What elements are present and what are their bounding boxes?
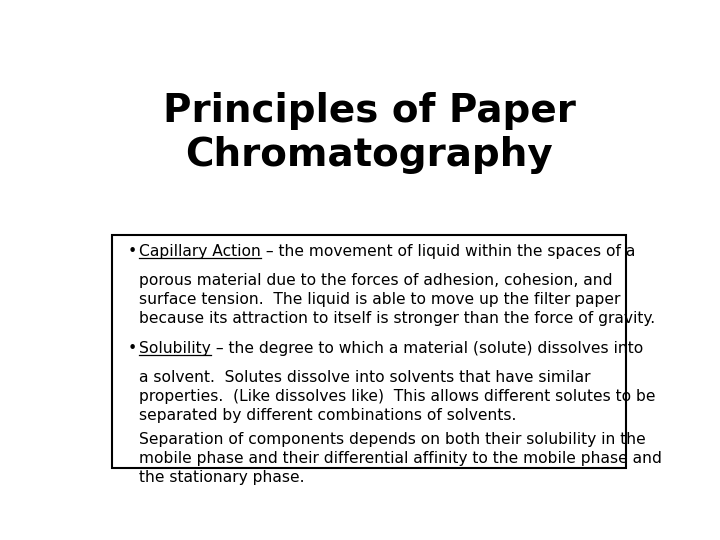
Text: – the movement of liquid within the spaces of a: – the movement of liquid within the spac… [261, 245, 635, 259]
Text: a solvent.  Solutes dissolve into solvents that have similar
properties.  (Like : a solvent. Solutes dissolve into solvent… [139, 369, 656, 423]
Text: Separation of components depends on both their solubility in the
mobile phase an: Separation of components depends on both… [139, 431, 662, 485]
Text: Capillary Action: Capillary Action [139, 245, 261, 259]
Text: porous material due to the forces of adhesion, cohesion, and
surface tension.  T: porous material due to the forces of adh… [139, 273, 655, 326]
Text: •: • [127, 245, 137, 259]
Text: •: • [127, 341, 137, 356]
Text: – the degree to which a material (solute) dissolves into: – the degree to which a material (solute… [211, 341, 643, 356]
Text: Principles of Paper
Chromatography: Principles of Paper Chromatography [163, 92, 575, 174]
Text: Solubility: Solubility [139, 341, 211, 356]
